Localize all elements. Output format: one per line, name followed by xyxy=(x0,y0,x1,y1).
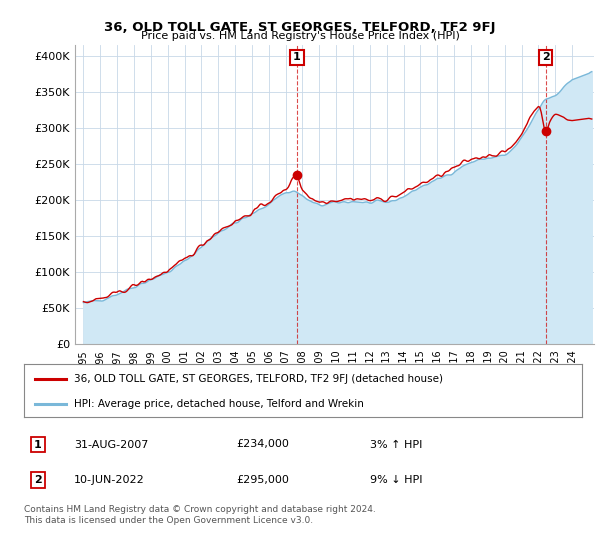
Text: 31-AUG-2007: 31-AUG-2007 xyxy=(74,440,149,450)
Text: 2: 2 xyxy=(542,52,550,62)
Text: 9% ↓ HPI: 9% ↓ HPI xyxy=(370,475,422,485)
Text: 10-JUN-2022: 10-JUN-2022 xyxy=(74,475,145,485)
Text: 1: 1 xyxy=(34,440,42,450)
Text: HPI: Average price, detached house, Telford and Wrekin: HPI: Average price, detached house, Telf… xyxy=(74,399,364,409)
Text: 2: 2 xyxy=(34,475,42,485)
Text: £295,000: £295,000 xyxy=(236,475,289,485)
Text: 36, OLD TOLL GATE, ST GEORGES, TELFORD, TF2 9FJ: 36, OLD TOLL GATE, ST GEORGES, TELFORD, … xyxy=(104,21,496,34)
Text: 1: 1 xyxy=(293,52,301,62)
Text: £234,000: £234,000 xyxy=(236,440,289,450)
Text: 36, OLD TOLL GATE, ST GEORGES, TELFORD, TF2 9FJ (detached house): 36, OLD TOLL GATE, ST GEORGES, TELFORD, … xyxy=(74,374,443,384)
Text: Contains HM Land Registry data © Crown copyright and database right 2024.
This d: Contains HM Land Registry data © Crown c… xyxy=(24,505,376,525)
Text: 3% ↑ HPI: 3% ↑ HPI xyxy=(370,440,422,450)
Text: Price paid vs. HM Land Registry's House Price Index (HPI): Price paid vs. HM Land Registry's House … xyxy=(140,31,460,41)
